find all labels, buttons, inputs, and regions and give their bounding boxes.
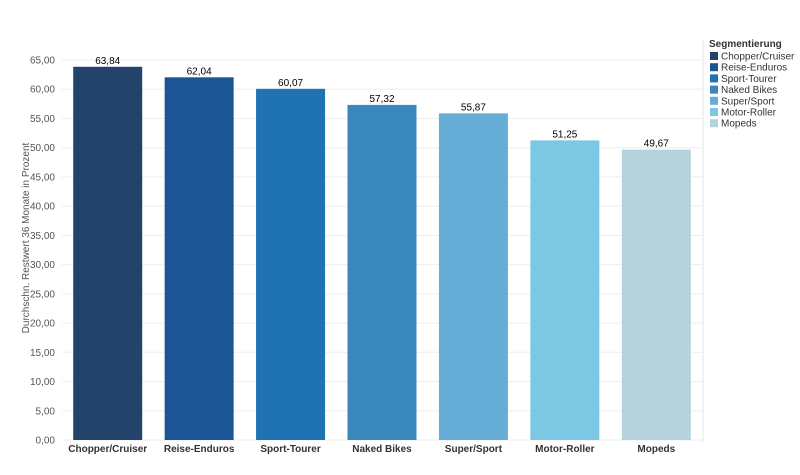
bar — [347, 104, 417, 440]
y-axis-ticks: 0,00 5,00 10,00 15,00 20,00 25,00 30,00 35,00 40… — [30, 56, 55, 447]
x-category-label: Super/Sport — [445, 444, 503, 455]
y-tick-label: 40,00 — [30, 202, 55, 213]
y-tick-label: 35,00 — [30, 231, 55, 242]
bar-value-label: 60,07 — [278, 78, 303, 89]
y-axis-title: Durchschn. Restwert 36 Monate in Prozent — [21, 142, 32, 333]
y-tick-label: 65,00 — [30, 56, 55, 67]
legend-swatch — [710, 63, 718, 72]
y-tick-label: 10,00 — [30, 377, 55, 388]
x-category-label: Motor-Roller — [535, 444, 595, 455]
legend-swatch — [710, 74, 718, 83]
bar — [438, 113, 508, 441]
x-category-label: Chopper/Cruiser — [68, 444, 147, 455]
bar-value-label: 62,04 — [187, 66, 212, 77]
legend-label: Super/Sport — [721, 96, 775, 107]
bars: 63,84 62,04 60,07 57,32 55,87 51,25 49,67 — [73, 56, 691, 441]
y-tick-label: 20,00 — [30, 319, 55, 330]
y-tick-label: 55,00 — [30, 114, 55, 125]
y-tick-label: 30,00 — [30, 260, 55, 271]
bar-value-label: 63,84 — [95, 56, 120, 67]
y-tick-label: 0,00 — [36, 436, 56, 447]
y-tick-label: 15,00 — [30, 348, 55, 359]
legend-label: Naked Bikes — [721, 85, 777, 96]
bar — [621, 149, 691, 441]
x-category-label: Sport-Tourer — [260, 444, 320, 455]
legend-swatch — [710, 119, 718, 128]
legend-label: Chopper/Cruiser — [721, 52, 795, 63]
bar-value-label: 51,25 — [552, 129, 577, 140]
legend-swatch — [710, 52, 718, 60]
bar-value-label: 57,32 — [369, 94, 394, 105]
bar — [73, 66, 143, 440]
legend-swatch — [710, 108, 718, 116]
legend-label: Motor-Roller — [721, 108, 777, 119]
bar — [164, 77, 234, 440]
legend-label: Reise-Enduros — [721, 63, 787, 74]
x-category-label: Naked Bikes — [352, 444, 412, 455]
y-tick-label: 50,00 — [30, 143, 55, 154]
legend-label: Mopeds — [721, 119, 757, 130]
legend-swatch — [710, 85, 718, 94]
bar — [530, 140, 600, 440]
x-category-label: Mopeds — [637, 444, 675, 455]
bar — [256, 88, 326, 441]
x-axis-labels: Chopper/Cruiser Reise-Enduros Sport-Tourer… — [68, 444, 675, 455]
x-category-label: Reise-Enduros — [164, 444, 235, 455]
y-tick-label: 5,00 — [36, 406, 56, 417]
bar-value-label: 49,67 — [644, 139, 669, 150]
y-tick-label: 25,00 — [30, 289, 55, 300]
y-tick-label: 60,00 — [30, 85, 55, 96]
legend-label: Sport-Tourer — [721, 74, 777, 85]
y-tick-label: 45,00 — [30, 172, 55, 183]
legend: Segmentierung Chopper/CruiserReise-Endur… — [709, 39, 795, 130]
legend-title: Segmentierung — [709, 39, 782, 50]
legend-swatch — [710, 96, 718, 105]
bar-value-label: 55,87 — [461, 102, 486, 113]
